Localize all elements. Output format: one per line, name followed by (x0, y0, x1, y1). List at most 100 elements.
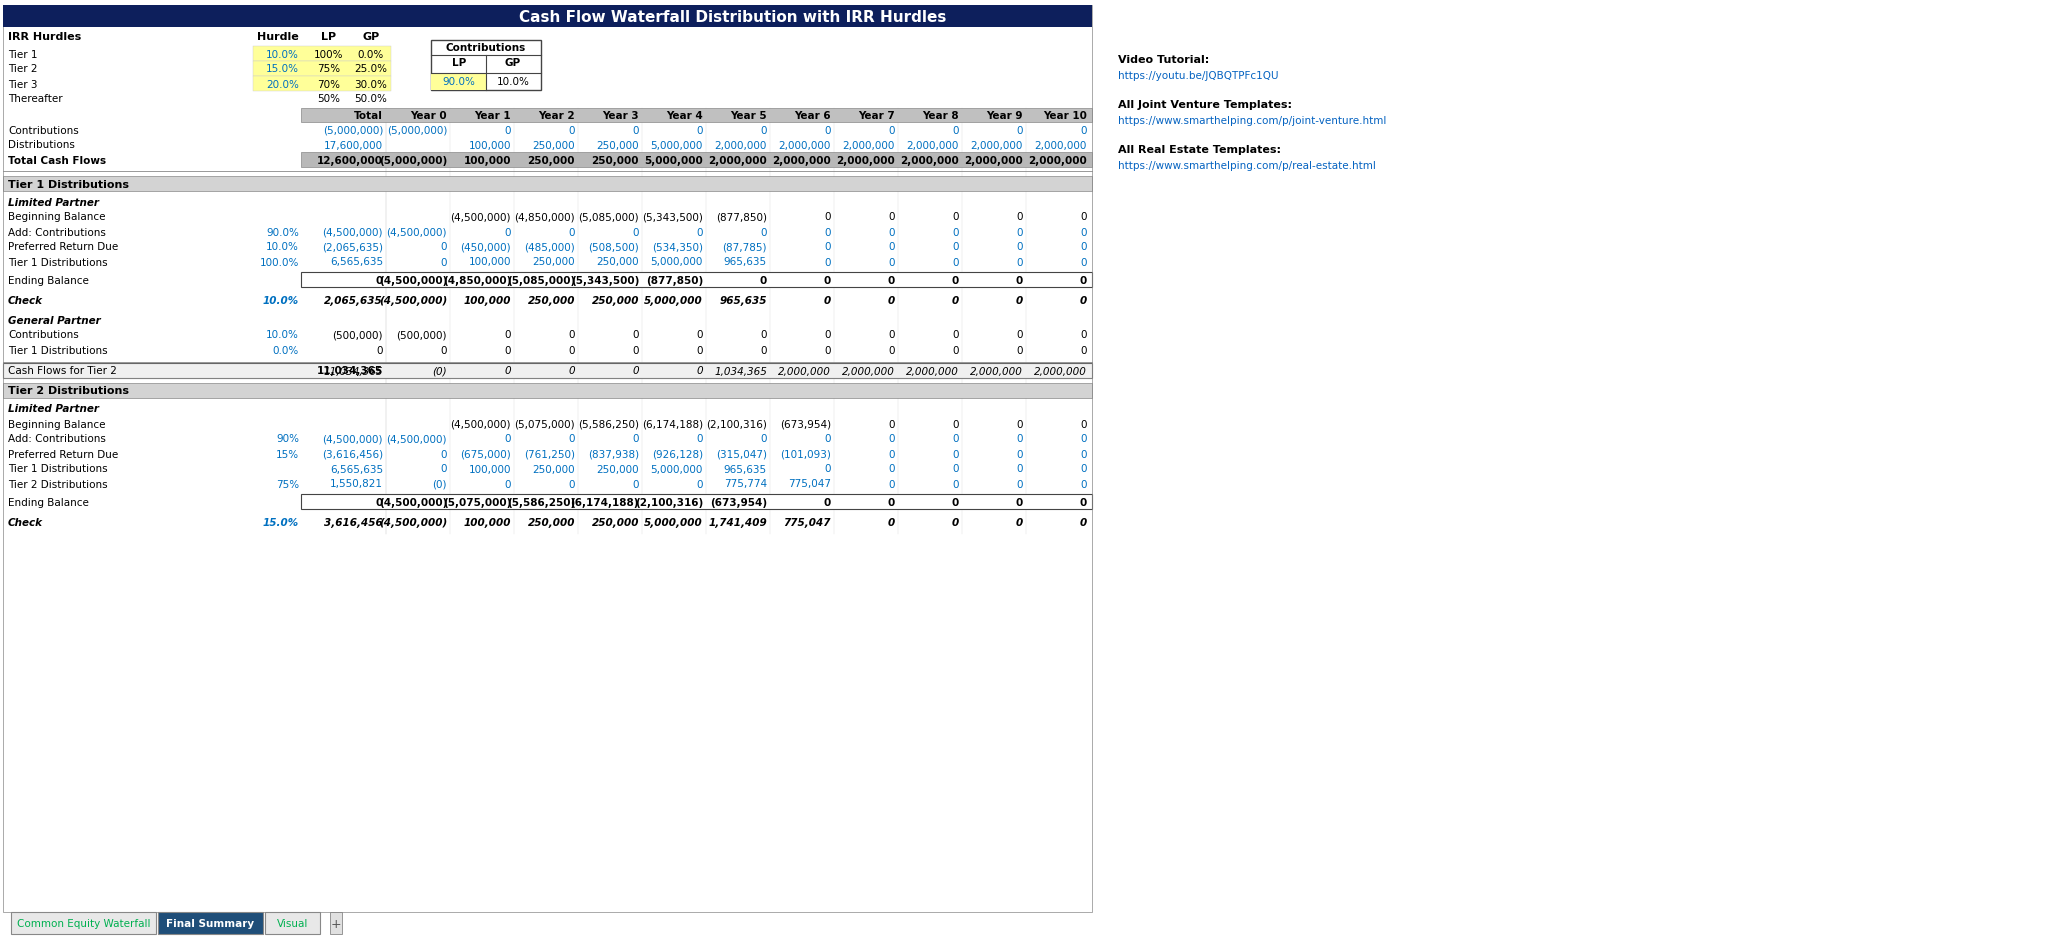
Text: 100,000: 100,000 (469, 257, 512, 268)
Bar (2, 5, 1092, 912)
Text: 75%: 75% (317, 64, 340, 74)
Text: 0: 0 (952, 346, 958, 355)
Text: 90.0%: 90.0% (442, 77, 475, 87)
Text: 0: 0 (952, 242, 958, 252)
Text: 0: 0 (504, 434, 512, 445)
Bar (301, 272, 1092, 287)
Text: 0: 0 (760, 331, 768, 340)
Text: (4,850,000): (4,850,000) (442, 275, 512, 285)
Bar (301, 494, 1092, 509)
Text: Tier 2 Distributions: Tier 2 Distributions (8, 479, 109, 490)
Text: 0: 0 (889, 242, 895, 252)
Text: (761,250): (761,250) (524, 449, 575, 460)
Text: (673,954): (673,954) (780, 419, 831, 430)
Text: 0: 0 (952, 464, 958, 475)
Text: 0: 0 (889, 449, 895, 460)
Text: 0: 0 (889, 346, 895, 355)
Text: 0: 0 (569, 125, 575, 136)
Text: Year 7: Year 7 (858, 111, 895, 121)
Text: (534,350): (534,350) (651, 242, 702, 252)
Text: 100.0%: 100.0% (260, 257, 299, 268)
Text: 0: 0 (825, 228, 831, 237)
Text: 0: 0 (633, 228, 639, 237)
Text: Year 2: Year 2 (539, 111, 575, 121)
Text: 0: 0 (1081, 125, 1087, 136)
Text: 0: 0 (887, 296, 895, 305)
Text: 0: 0 (952, 125, 958, 136)
Text: 0: 0 (952, 275, 958, 285)
Text: General Partner: General Partner (8, 316, 100, 326)
Text: 17,600,000: 17,600,000 (324, 140, 383, 151)
Text: 0: 0 (440, 242, 446, 252)
Text: GP: GP (506, 58, 520, 68)
Text: 0: 0 (440, 257, 446, 268)
Text: (2,100,316): (2,100,316) (707, 419, 768, 430)
Text: 0: 0 (1081, 228, 1087, 237)
Text: Total: Total (354, 111, 383, 121)
Text: 250,000: 250,000 (592, 155, 639, 166)
Text: 15%: 15% (276, 449, 299, 460)
Text: 11,034,365: 11,034,365 (317, 366, 383, 377)
Text: 1,034,365: 1,034,365 (715, 366, 768, 377)
Text: 0: 0 (504, 479, 512, 490)
Text: (5,586,250): (5,586,250) (578, 419, 639, 430)
Text: 775,774: 775,774 (723, 479, 768, 490)
Text: Year 10: Year 10 (1042, 111, 1087, 121)
Text: 0: 0 (696, 434, 702, 445)
Text: (4,500,000): (4,500,000) (322, 434, 383, 445)
Text: 0: 0 (1081, 479, 1087, 490)
Bar (430, 40, 541, 90)
Text: 0: 0 (569, 434, 575, 445)
Text: (0): (0) (432, 479, 446, 490)
Text: 0: 0 (1081, 242, 1087, 252)
Text: 0: 0 (952, 213, 958, 222)
Text: (485,000): (485,000) (524, 242, 575, 252)
Text: 3,616,456: 3,616,456 (324, 517, 383, 528)
Text: 2,000,000: 2,000,000 (842, 140, 895, 151)
Text: 10.0%: 10.0% (262, 296, 299, 305)
Text: 0: 0 (1016, 242, 1024, 252)
Text: Tier 1 Distributions: Tier 1 Distributions (8, 464, 109, 475)
Text: (926,128): (926,128) (651, 449, 702, 460)
Text: 0: 0 (504, 331, 512, 340)
Text: Tier 1 Distributions: Tier 1 Distributions (8, 180, 129, 189)
Text: 1,550,821: 1,550,821 (330, 479, 383, 490)
Text: Tier 1: Tier 1 (8, 50, 37, 59)
Text: 2,000,000: 2,000,000 (905, 366, 958, 377)
Text: 0: 0 (952, 228, 958, 237)
Text: 2,000,000: 2,000,000 (1028, 155, 1087, 166)
Text: Cash Flow Waterfall Distribution with IRR Hurdles: Cash Flow Waterfall Distribution with IR… (518, 9, 946, 24)
Text: Year 1: Year 1 (475, 111, 512, 121)
Text: Cash Flows for Tier 2: Cash Flows for Tier 2 (8, 366, 117, 377)
Text: GP: GP (362, 32, 379, 42)
Text: 2,000,000: 2,000,000 (778, 140, 831, 151)
Text: 100,000: 100,000 (469, 464, 512, 475)
Text: 0: 0 (952, 419, 958, 430)
Text: 0: 0 (889, 125, 895, 136)
Text: 0: 0 (825, 213, 831, 222)
Text: (4,850,000): (4,850,000) (514, 213, 575, 222)
Text: (5,075,000): (5,075,000) (442, 497, 512, 508)
Text: 90%: 90% (276, 434, 299, 445)
Text: (3,616,456): (3,616,456) (322, 449, 383, 460)
Text: 0: 0 (760, 228, 768, 237)
Text: 0: 0 (952, 331, 958, 340)
Text: Limited Partner: Limited Partner (8, 198, 98, 207)
Text: 0: 0 (760, 125, 768, 136)
Text: Limited Partner: Limited Partner (8, 404, 98, 414)
Text: (4,500,000): (4,500,000) (379, 275, 446, 285)
Text: Beginning Balance: Beginning Balance (8, 213, 106, 222)
Text: 5,000,000: 5,000,000 (645, 155, 702, 166)
Text: (87,785): (87,785) (723, 242, 768, 252)
Text: +: + (330, 918, 342, 931)
Text: LP: LP (453, 58, 467, 68)
Text: (5,000,000): (5,000,000) (387, 125, 446, 136)
Text: 0: 0 (1016, 346, 1024, 355)
Text: (5,085,000): (5,085,000) (578, 213, 639, 222)
Text: (4,500,000): (4,500,000) (322, 228, 383, 237)
Bar (330, 912, 342, 934)
Text: 0: 0 (569, 331, 575, 340)
Text: 0: 0 (825, 346, 831, 355)
Text: 0: 0 (696, 331, 702, 340)
Text: 0: 0 (375, 275, 383, 285)
